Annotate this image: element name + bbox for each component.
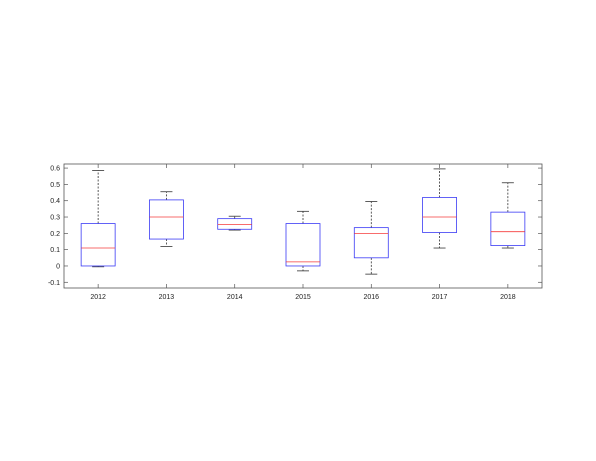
box-2016 xyxy=(353,201,389,275)
x-tick-label: 2016 xyxy=(363,294,379,301)
y-tick-label: 0.1 xyxy=(50,247,60,254)
box-iqr xyxy=(80,223,116,267)
box-2018 xyxy=(490,182,526,249)
y-tick-label: 0.5 xyxy=(50,182,60,189)
x-tick-label: 2018 xyxy=(500,294,516,301)
y-tick-label: 0.6 xyxy=(50,166,60,173)
y-tick-label: 0.3 xyxy=(50,215,60,222)
box-2012 xyxy=(80,170,116,268)
x-tick-label: 2015 xyxy=(295,294,311,301)
x-tick-label: 2014 xyxy=(227,294,243,301)
box-iqr xyxy=(285,223,321,267)
x-axis: 2012 2013 2014 2015 2016 2017 2018 xyxy=(90,164,516,301)
box-iqr xyxy=(490,211,526,246)
box-2014 xyxy=(217,215,253,231)
box-series xyxy=(80,168,526,275)
y-tick-label: 0 xyxy=(56,263,60,270)
box-2013 xyxy=(149,191,184,247)
box-iqr xyxy=(217,218,253,230)
x-tick-label: 2013 xyxy=(159,294,175,301)
y-tick-label: -0.1 xyxy=(48,280,60,287)
x-tick-label: 2012 xyxy=(90,294,106,301)
box-iqr xyxy=(149,199,184,240)
x-tick-label: 2017 xyxy=(432,294,448,301)
y-axis: -0.1 0 0.1 0.2 0.3 0.4 0.5 0.6 xyxy=(48,166,542,287)
box-2017 xyxy=(422,168,457,249)
box-iqr xyxy=(353,227,389,259)
y-tick-label: 0.2 xyxy=(50,231,60,238)
y-tick-label: 0.4 xyxy=(50,198,60,205)
box-2015 xyxy=(285,210,321,272)
box-iqr xyxy=(422,197,457,233)
plot-area xyxy=(63,163,543,289)
